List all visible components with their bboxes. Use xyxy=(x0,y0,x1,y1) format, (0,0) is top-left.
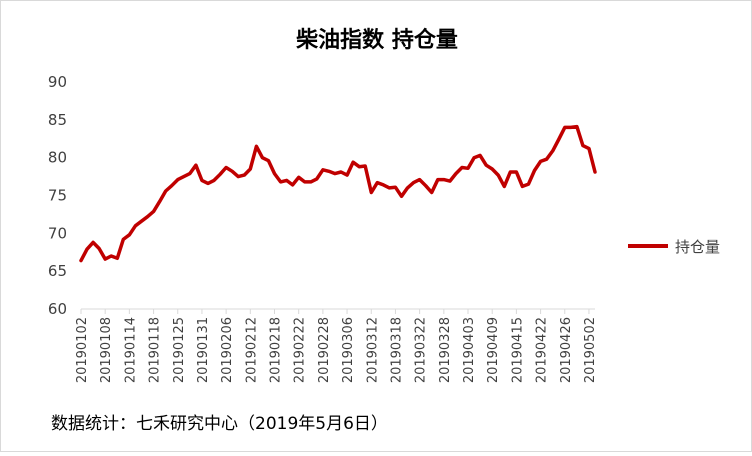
y-tick-label: 60 xyxy=(48,300,67,318)
x-tick-label: 20190102 xyxy=(75,317,90,383)
x-tick-label: 20190228 xyxy=(317,317,332,383)
x-tick-label: 20190409 xyxy=(486,317,501,383)
series-line-chicang xyxy=(79,124,597,263)
x-tick-label: 20190218 xyxy=(269,317,284,383)
y-tick-label: 70 xyxy=(48,224,67,242)
x-tick-label: 20190131 xyxy=(196,317,211,383)
y-tick-label: 65 xyxy=(48,262,67,280)
series-layer xyxy=(79,124,597,263)
x-tick-label: 20190114 xyxy=(123,317,138,383)
x-tick-label: 20190502 xyxy=(583,317,598,383)
x-tick-label: 20190328 xyxy=(438,317,453,383)
x-tick-label: 20190312 xyxy=(365,317,380,383)
y-tick-label: 85 xyxy=(48,111,67,129)
x-tick-label: 20190108 xyxy=(99,317,114,383)
x-axis-ticks: 20190102 20190108 20190114 20190118 20190125… xyxy=(75,317,598,383)
x-tick-label: 20190212 xyxy=(244,317,259,383)
source-text: 数据统计：七禾研究中心（2019年5月6日） xyxy=(51,414,388,434)
x-tick-label: 20190125 xyxy=(172,317,187,383)
x-tick-label: 20190306 xyxy=(341,317,356,383)
y-tick-label: 90 xyxy=(48,73,67,91)
y-tick-label: 75 xyxy=(48,187,67,205)
x-tick-label: 20190318 xyxy=(389,317,404,383)
x-tick-label: 20190422 xyxy=(535,317,550,383)
y-axis-ticks: 60 65 70 75 80 85 90 xyxy=(48,73,67,318)
chart-title: 柴油指数 持仓量 xyxy=(295,27,458,53)
x-tick-label: 20190415 xyxy=(510,317,525,383)
x-tick-label: 20190322 xyxy=(414,317,429,383)
x-tick-label: 20190206 xyxy=(220,317,235,383)
y-tick-label: 80 xyxy=(48,149,67,167)
legend: 持仓量 xyxy=(628,238,720,256)
x-tick-label: 20190222 xyxy=(293,317,308,383)
x-tick-label: 20190426 xyxy=(559,317,574,383)
legend-label: 持仓量 xyxy=(675,238,720,256)
x-tick-label: 20190118 xyxy=(148,317,163,383)
x-axis-tick-marks xyxy=(80,309,590,314)
x-tick-label: 20190403 xyxy=(462,317,477,383)
